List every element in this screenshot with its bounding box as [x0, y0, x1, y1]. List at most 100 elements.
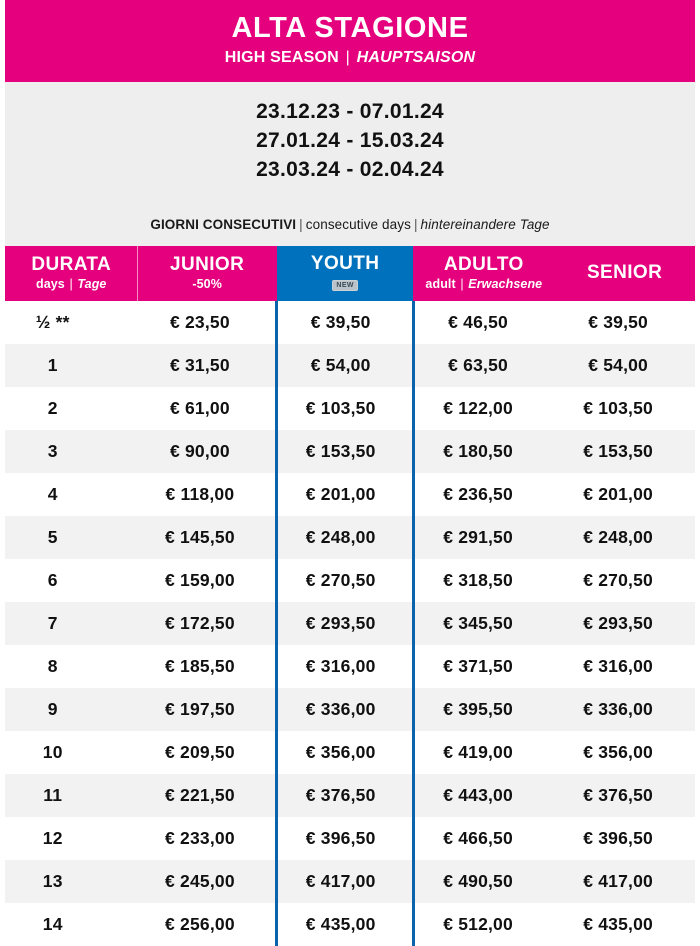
column-header-duration-sub-separator: | — [69, 276, 73, 291]
cell-price-youth: € 435,00 — [275, 903, 415, 946]
cell-duration: 13 — [5, 860, 138, 904]
cell-price-adult: € 180,50 — [413, 430, 555, 474]
table-row: 6 € 159,00 € 270,50 € 318,50 € 270,50 — [5, 559, 695, 603]
cell-price-senior: € 248,00 — [554, 516, 695, 560]
cell-price-adult: € 46,50 — [413, 301, 555, 345]
price-list-sheet: ALTA STAGIONE HIGH SEASON | HAUPTSAISON … — [5, 0, 695, 946]
season-title: ALTA STAGIONE — [231, 12, 469, 44]
cell-duration: 12 — [5, 817, 138, 861]
cell-price-youth: € 270,50 — [275, 559, 415, 603]
cell-price-adult: € 512,00 — [413, 903, 555, 946]
cell-price-senior: € 103,50 — [554, 387, 695, 431]
note-separator-1: | — [299, 217, 303, 233]
cell-price-adult: € 291,50 — [413, 516, 555, 560]
cell-duration: 5 — [5, 516, 138, 560]
cell-duration: 14 — [5, 903, 138, 946]
consecutive-days-note: GIORNI CONSECUTIVI | consecutive days | hint… — [5, 191, 695, 247]
price-table-header: DURATA days | Tage JUNIOR -50% YOUTH NEW — [5, 246, 695, 302]
cell-price-youth: € 316,00 — [275, 645, 415, 689]
table-row: 10 € 209,50 € 356,00 € 419,00 € 356,00 — [5, 731, 695, 775]
cell-price-senior: € 376,50 — [554, 774, 695, 818]
cell-price-youth: € 248,00 — [275, 516, 415, 560]
column-header-adult-sub-de: Erwachsene — [468, 276, 543, 291]
price-table-body: ½ ** € 23,50 € 39,50 € 46,50 € 39,50 1 € 31,50… — [5, 301, 695, 946]
price-table-header-row: DURATA days | Tage JUNIOR -50% YOUTH NEW — [5, 246, 695, 302]
cell-price-youth: € 293,50 — [275, 602, 415, 646]
cell-price-senior: € 435,00 — [554, 903, 695, 946]
cell-price-adult: € 345,50 — [413, 602, 555, 646]
cell-price-senior: € 153,50 — [554, 430, 695, 474]
column-header-adult[interactable]: ADULTO adult | Erwachsene — [413, 246, 555, 302]
cell-price-youth: € 396,50 — [275, 817, 415, 861]
season-dates-block: 23.12.23 - 07.01.24 27.01.24 - 15.03.24 … — [5, 82, 695, 192]
column-header-youth[interactable]: YOUTH NEW — [276, 246, 414, 302]
column-header-senior-title: SENIOR — [586, 262, 663, 284]
cell-duration: 3 — [5, 430, 138, 474]
cell-price-youth: € 153,50 — [275, 430, 415, 474]
column-header-adult-subtitle: adult | Erwachsene — [413, 277, 554, 292]
season-subtitle-de: HAUPTSAISON — [356, 48, 476, 66]
season-date-range: 27.01.24 - 15.03.24 — [256, 129, 444, 153]
cell-price-junior: € 172,50 — [137, 602, 277, 646]
cell-price-junior: € 221,50 — [137, 774, 277, 818]
table-row: ½ ** € 23,50 € 39,50 € 46,50 € 39,50 — [5, 301, 695, 345]
season-date-range: 23.12.23 - 07.01.24 — [256, 100, 444, 124]
column-header-duration-subtitle: days | Tage — [5, 277, 137, 292]
column-header-duration-title: DURATA — [31, 253, 112, 275]
cell-price-senior: € 316,00 — [554, 645, 695, 689]
cell-price-adult: € 490,50 — [413, 860, 555, 904]
cell-price-adult: € 236,50 — [413, 473, 555, 517]
cell-price-junior: € 185,50 — [137, 645, 277, 689]
table-row: 14 € 256,00 € 435,00 € 512,00 € 435,00 — [5, 903, 695, 946]
cell-price-adult: € 466,50 — [413, 817, 555, 861]
column-header-senior[interactable]: SENIOR — [554, 246, 695, 302]
season-subtitle: HIGH SEASON | HAUPTSAISON — [5, 47, 695, 69]
cell-price-adult: € 395,50 — [413, 688, 555, 732]
cell-price-adult: € 318,50 — [413, 559, 555, 603]
cell-price-adult: € 443,00 — [413, 774, 555, 818]
column-header-adult-sub-en: adult — [425, 276, 456, 291]
table-row: 1 € 31,50 € 54,00 € 63,50 € 54,00 — [5, 344, 695, 388]
cell-price-junior: € 159,00 — [137, 559, 277, 603]
cell-price-senior: € 396,50 — [554, 817, 695, 861]
cell-price-youth: € 376,50 — [275, 774, 415, 818]
cell-price-youth: € 39,50 — [275, 301, 415, 345]
cell-price-youth: € 54,00 — [275, 344, 415, 388]
cell-duration: 2 — [5, 387, 138, 431]
table-row: 12 € 233,00 € 396,50 € 466,50 € 396,50 — [5, 817, 695, 861]
cell-duration: 7 — [5, 602, 138, 646]
table-row: 11 € 221,50 € 376,50 € 443,00 € 376,50 — [5, 774, 695, 818]
cell-price-youth: € 201,00 — [275, 473, 415, 517]
note-label-it: GIORNI CONSECUTIVI — [150, 217, 297, 233]
column-header-duration[interactable]: DURATA days | Tage — [5, 246, 138, 302]
column-header-duration-sub-de: Tage — [77, 276, 107, 291]
cell-price-junior: € 233,00 — [137, 817, 277, 861]
note-label-en: consecutive days — [305, 217, 411, 233]
cell-price-senior: € 39,50 — [554, 301, 695, 345]
cell-price-senior: € 270,50 — [554, 559, 695, 603]
cell-duration: 11 — [5, 774, 138, 818]
cell-price-junior: € 145,50 — [137, 516, 277, 560]
cell-price-junior: € 118,00 — [137, 473, 277, 517]
cell-price-senior: € 356,00 — [554, 731, 695, 775]
column-header-junior-subtitle: -50% — [192, 276, 222, 291]
season-banner: ALTA STAGIONE HIGH SEASON | HAUPTSAISON — [5, 0, 695, 83]
cell-price-junior: € 209,50 — [137, 731, 277, 775]
column-header-junior-title: JUNIOR — [170, 253, 245, 275]
season-subtitle-en: HIGH SEASON — [224, 48, 339, 66]
cell-price-junior: € 90,00 — [137, 430, 277, 474]
cell-price-adult: € 63,50 — [413, 344, 555, 388]
cell-price-junior: € 256,00 — [137, 903, 277, 946]
cell-duration: 1 — [5, 344, 138, 388]
table-row: 8 € 185,50 € 316,00 € 371,50 € 316,00 — [5, 645, 695, 689]
cell-price-youth: € 417,00 — [275, 860, 415, 904]
table-row: 3 € 90,00 € 153,50 € 180,50 € 153,50 — [5, 430, 695, 474]
table-row: 4 € 118,00 € 201,00 € 236,50 € 201,00 — [5, 473, 695, 517]
column-header-duration-sub-en: days — [35, 276, 65, 291]
cell-price-youth: € 356,00 — [275, 731, 415, 775]
cell-price-junior: € 245,00 — [137, 860, 277, 904]
note-label-de: hintereinandere Tage — [420, 217, 550, 233]
cell-price-junior: € 61,00 — [137, 387, 277, 431]
cell-duration: 6 — [5, 559, 138, 603]
column-header-junior[interactable]: JUNIOR -50% — [137, 246, 277, 302]
